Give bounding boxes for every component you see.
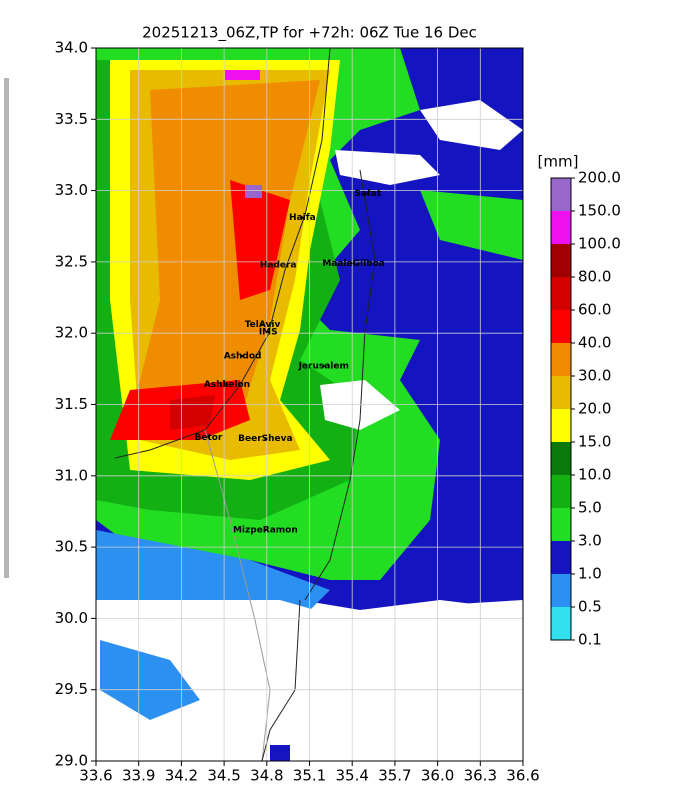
- x-tick-label: 33.9: [122, 767, 155, 785]
- colorbar-label: 15.0: [578, 433, 611, 451]
- city-label: TelAviv: [245, 320, 281, 330]
- plot-frame: [95, 47, 524, 762]
- colorbar-bin: [551, 442, 571, 475]
- city-point: [352, 262, 355, 265]
- colorbar-bin: [551, 310, 571, 343]
- colorbar-bin: [551, 409, 571, 442]
- x-tick-label: 34.2: [165, 767, 198, 785]
- x-tick-label: 36.6: [506, 767, 539, 785]
- scrollbar: [4, 78, 9, 578]
- city-label: Ashkelon: [204, 380, 250, 390]
- y-tick-label: 30.0: [55, 609, 88, 627]
- colorbar-bin: [551, 376, 571, 409]
- colorbar-label: 60.0: [578, 301, 611, 319]
- colorbar-bin: [551, 508, 571, 541]
- colorbar-label: 150.0: [578, 202, 621, 220]
- x-tick-label: 36.0: [421, 767, 454, 785]
- city-label: Jerusalem: [298, 361, 349, 371]
- city-point: [276, 263, 280, 266]
- city-point: [301, 216, 304, 219]
- colorbar-label: 5.0: [578, 499, 602, 517]
- city-label: Haifa: [289, 213, 316, 223]
- colorbar-label: 0.1: [578, 631, 602, 649]
- colorbar-label: 30.0: [578, 367, 611, 385]
- borders: [114, 47, 376, 762]
- colorbar-title: [mm]: [538, 153, 579, 171]
- x-tick-label: 33.6: [79, 767, 112, 785]
- colorbar-label: 200.0: [578, 169, 621, 187]
- y-tick-label: 32.0: [55, 324, 88, 342]
- city-label: Betor: [194, 433, 222, 443]
- colorbar-label: 100.0: [578, 235, 621, 253]
- colorbar-bin: [551, 574, 571, 607]
- city-point: [207, 436, 210, 439]
- y-tick-label: 31.5: [55, 395, 88, 413]
- map-title: 20251213_06Z,TP for +72h: 06Z Tue 16 Dec: [142, 24, 477, 43]
- colorbar-label: 1.0: [578, 565, 602, 583]
- city-label: BeerSheva: [238, 434, 292, 444]
- city-point: [264, 437, 267, 440]
- x-tick-label: 36.3: [464, 767, 497, 785]
- y-tick-label: 33.5: [55, 110, 88, 128]
- colorbar-label: 20.0: [578, 400, 611, 418]
- colorbar-label: 3.0: [578, 532, 602, 550]
- x-tick-label: 34.5: [207, 767, 240, 785]
- city-label: Safat: [354, 189, 382, 199]
- colorbar-label: 40.0: [578, 334, 611, 352]
- city-point: [366, 192, 370, 195]
- city-point: [261, 323, 264, 326]
- colorbar-bin: [551, 211, 571, 244]
- y-tick-label: 29.0: [55, 752, 88, 770]
- city-label: MizpeRamon: [233, 525, 298, 535]
- y-tick-label: 32.5: [55, 252, 88, 270]
- colorbar-bin: [551, 244, 571, 277]
- city-label: Hadera: [260, 260, 297, 270]
- city-point: [241, 354, 244, 358]
- colorbar-bin: [551, 475, 571, 508]
- city-point: [264, 528, 267, 532]
- y-tick-label: 33.0: [55, 181, 88, 199]
- city-label: MaaleGilboa: [322, 259, 385, 269]
- city-point: [225, 383, 229, 386]
- colorbar-label: 80.0: [578, 268, 611, 286]
- colorbar-bin: [551, 343, 571, 376]
- city-point: [267, 330, 270, 333]
- colorbar-label: 0.5: [578, 598, 602, 616]
- city-point: [322, 364, 325, 368]
- city-label: IMS: [259, 327, 278, 337]
- y-tick-label: 30.5: [55, 538, 88, 556]
- y-tick-label: 31.0: [55, 466, 88, 484]
- colorbar-bin: [551, 541, 571, 574]
- precip-field: [96, 48, 523, 761]
- city-label: Ashdod: [224, 352, 262, 362]
- x-tick-label: 35.7: [378, 767, 411, 785]
- colorbar-bin: [551, 277, 571, 310]
- y-tick-label: 34.0: [55, 39, 88, 57]
- colorbar-bin: [551, 178, 571, 211]
- x-tick-label: 35.4: [335, 767, 368, 785]
- x-tick-label: 35.1: [293, 767, 326, 785]
- y-tick-label: 29.5: [55, 680, 88, 698]
- colorbar-label: 10.0: [578, 466, 611, 484]
- x-tick-label: 34.8: [250, 767, 283, 785]
- colorbar-bin: [551, 607, 571, 640]
